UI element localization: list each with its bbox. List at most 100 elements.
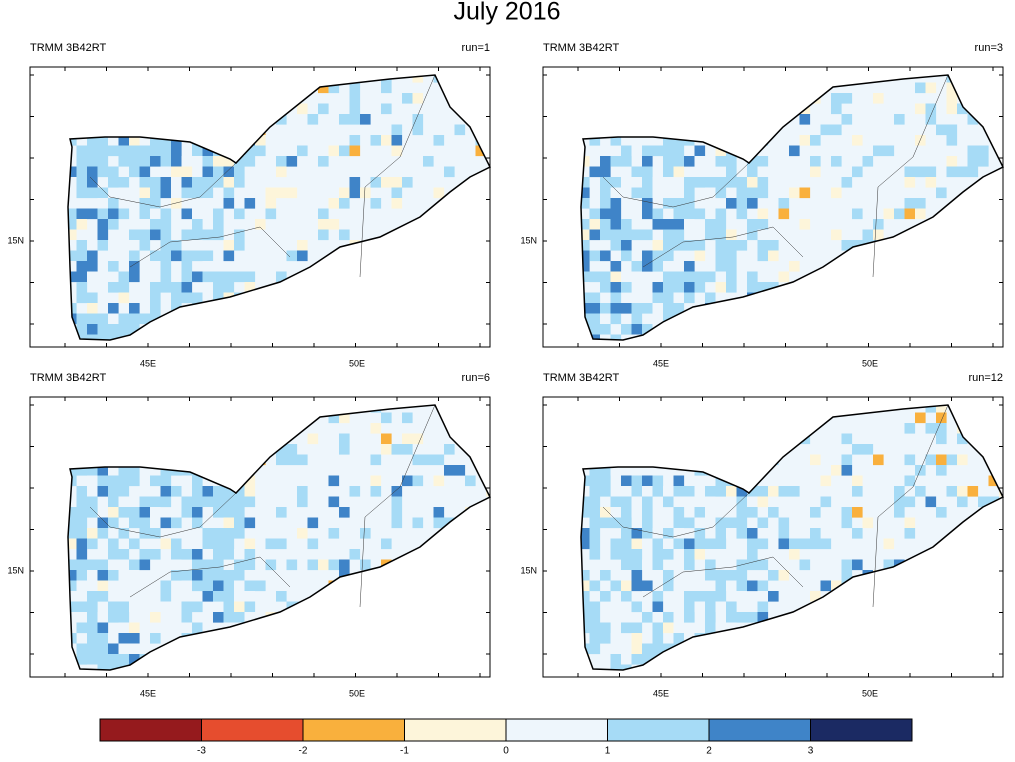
rain-cell — [999, 423, 1003, 434]
rain-cell — [286, 643, 298, 655]
rain-cell — [663, 229, 674, 241]
rain-cell — [967, 313, 979, 325]
rain-cell — [97, 570, 109, 581]
rain-cell — [76, 208, 88, 220]
rain-cell — [129, 496, 140, 508]
rain-cell — [642, 612, 653, 623]
rain-cell — [171, 103, 182, 115]
rain-cell — [747, 580, 758, 592]
rain-cell — [213, 412, 224, 424]
rain-cell — [129, 622, 140, 634]
rain-cell — [150, 208, 161, 220]
rain-cell — [589, 219, 601, 230]
rain-cell — [68, 433, 77, 445]
rain-cell — [68, 271, 77, 283]
rain-cell — [108, 405, 119, 413]
rain-cell — [139, 124, 151, 136]
rain-cell — [475, 219, 487, 230]
rain-cell — [736, 124, 748, 136]
rain-cell — [621, 156, 632, 167]
rain-cell — [631, 187, 643, 199]
rain-cell — [255, 622, 266, 634]
rain-cell — [192, 82, 203, 94]
rain-cell — [736, 496, 748, 508]
rain-cell — [768, 75, 779, 83]
rain-cell — [736, 303, 748, 314]
rain-cell — [894, 114, 905, 125]
rain-cell — [486, 219, 490, 230]
rain-cell — [118, 612, 130, 623]
rain-cell — [589, 465, 601, 476]
rain-cell — [600, 271, 611, 283]
rain-cell — [87, 240, 98, 251]
rain-cell — [360, 528, 371, 539]
rain-cell — [684, 292, 695, 304]
rain-cell — [715, 145, 727, 157]
rain-cell — [715, 334, 727, 340]
rain-cell — [202, 444, 214, 455]
rain-cell — [68, 334, 77, 340]
rain-cell — [684, 591, 695, 602]
rain-cell — [118, 423, 130, 434]
rain-cell — [213, 591, 224, 602]
rain-cell — [600, 591, 611, 602]
rain-cell — [747, 124, 758, 136]
rain-cell — [192, 124, 203, 136]
rain-cell — [475, 303, 487, 314]
rain-cell — [412, 93, 424, 104]
rain-cell — [68, 177, 77, 188]
rain-cell — [642, 198, 653, 209]
country-outline — [580, 74, 1005, 341]
rain-cell — [181, 334, 193, 340]
rain-cell — [684, 82, 695, 94]
rain-cell — [747, 465, 758, 476]
rain-cell — [181, 570, 193, 581]
rain-cell — [936, 423, 947, 434]
rain-cell — [581, 570, 590, 581]
rain-cell — [391, 135, 403, 146]
rain-cell — [486, 465, 490, 476]
rain-cell — [684, 124, 695, 136]
rain-cell — [318, 156, 329, 167]
rain-cell — [600, 475, 611, 487]
rain-cell — [139, 444, 151, 455]
rain-cell — [97, 454, 109, 466]
rain-cell — [171, 250, 182, 262]
rain-cell — [276, 114, 287, 125]
rain-cell — [820, 405, 832, 413]
rain-cell — [799, 135, 811, 146]
rain-cell — [118, 124, 130, 136]
rain-cell — [747, 114, 758, 125]
rain-cell — [726, 601, 737, 613]
rain-cell — [726, 633, 737, 644]
rain-cell — [621, 591, 632, 602]
rain-cell — [339, 229, 350, 241]
rain-cell — [862, 664, 874, 670]
rain-cell — [391, 507, 403, 518]
rain-cell — [370, 570, 382, 581]
rain-cell — [202, 156, 214, 167]
rain-cell — [705, 538, 716, 550]
rain-cell — [736, 114, 748, 125]
rain-cell — [978, 664, 989, 670]
rain-cell — [589, 622, 601, 634]
rain-cell — [694, 549, 706, 560]
rain-cell — [799, 664, 811, 670]
rain-cell — [87, 156, 98, 167]
rain-cell — [631, 324, 643, 335]
rain-cell — [118, 559, 130, 571]
rain-cell — [150, 444, 161, 455]
rain-cell — [412, 517, 424, 529]
rain-cell — [118, 528, 130, 539]
rain-cell — [610, 135, 622, 146]
rain-cell — [663, 444, 674, 455]
rain-cell — [223, 177, 235, 188]
rain-cell — [694, 82, 706, 94]
rain-cell — [726, 528, 737, 539]
rain-cell — [757, 580, 769, 592]
rain-cell — [581, 591, 590, 602]
rain-cell — [192, 580, 203, 592]
colorbar-label: -2 — [299, 746, 308, 757]
rain-cell — [757, 250, 769, 262]
rain-cell — [370, 177, 382, 188]
